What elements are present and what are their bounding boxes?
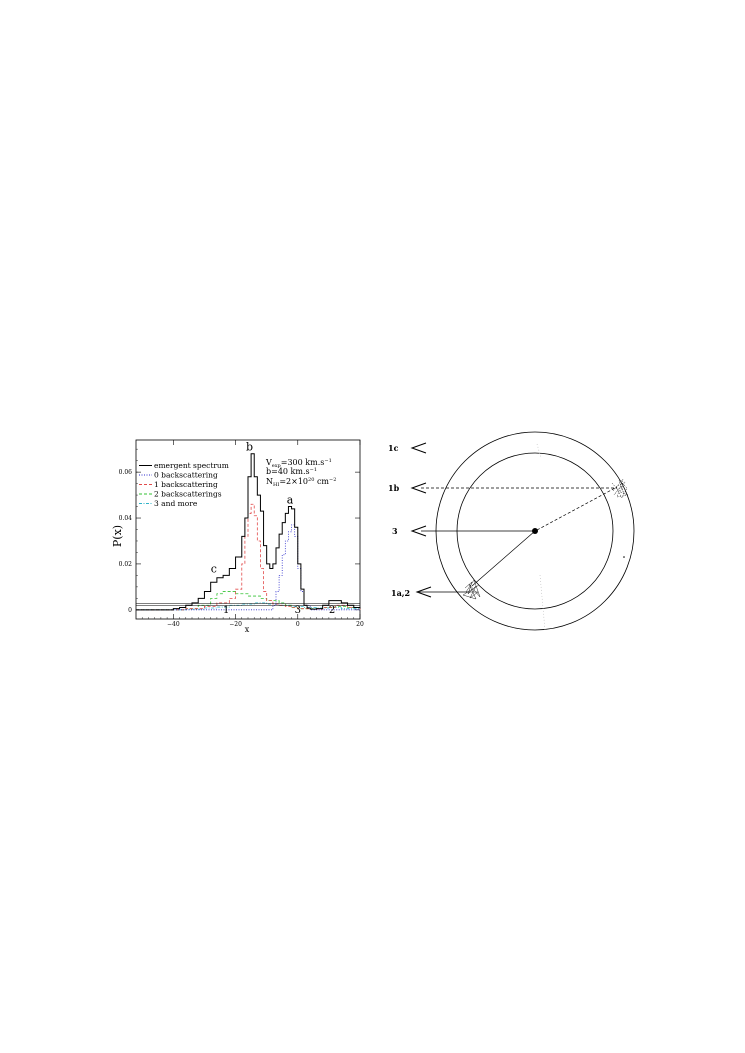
- series-line-emergent-spectrum: [136, 453, 361, 611]
- series-line-0-backscattering: [136, 524, 360, 611]
- region-label-2: 2: [329, 605, 335, 616]
- param-v-sub: exp: [272, 463, 281, 469]
- legend-label: emergent spectrum: [154, 461, 229, 470]
- param-v-exp: −1: [324, 458, 331, 464]
- shell-diagram: 1c 1b 3 1a,2: [388, 431, 635, 631]
- y-tick-label: 0.02: [119, 561, 133, 568]
- svg-text:NHI=2×1020 cm−2: NHI=2×1020 cm−2: [266, 477, 336, 488]
- svg-text:Vexp=300 km.s−1: Vexp=300 km.s−1: [265, 458, 332, 469]
- region-labels: 1 3 2: [223, 605, 335, 616]
- x-tick-label: −20: [229, 621, 242, 628]
- param-b: b=40 km.s: [266, 467, 310, 476]
- svg-text:b=40 km.s−1: b=40 km.s−1: [266, 467, 317, 476]
- legend-label: 3 and more: [154, 499, 198, 508]
- x-tick-label: −40: [167, 621, 180, 628]
- parameter-text: Vexp=300 km.s−1 b=40 km.s−1 NHI=2×1020 c…: [265, 458, 336, 488]
- faint-trace: [536, 443, 542, 459]
- y-tick-label: 0: [128, 607, 132, 614]
- label-3: 3: [392, 526, 398, 536]
- legend-label: 1 backscattering: [154, 480, 218, 489]
- peak-label-c: c: [211, 562, 217, 575]
- xlabel: x: [245, 625, 250, 634]
- arrow-1a2: [415, 586, 432, 598]
- faint-trace: [539, 574, 546, 631]
- arrow-1b: [410, 482, 427, 494]
- peak-label-a: a: [287, 493, 294, 506]
- small-dot: [623, 556, 625, 558]
- y-tick-label: 0.04: [119, 515, 133, 522]
- param-n-sub: HI: [273, 482, 279, 488]
- label-1a2: 1a,2: [391, 588, 410, 598]
- y-tick-label: 0.06: [119, 469, 133, 476]
- param-v: V: [265, 458, 272, 467]
- label-1b: 1b: [388, 483, 400, 493]
- peak-label-b: b: [246, 441, 253, 454]
- param-n-unit-exp: −2: [329, 477, 336, 483]
- axis-ticks: −40 −20 0 20 0 0.02 0.04 0.06: [119, 440, 364, 628]
- arrow-1c: [410, 442, 427, 454]
- param-b-exp: −1: [310, 467, 317, 473]
- peak-labels: a b c: [211, 441, 294, 576]
- param-n-exp: 20: [308, 477, 314, 483]
- path-to-1b: [536, 486, 618, 531]
- legend-label: 0 backscattering: [154, 471, 218, 480]
- label-1c: 1c: [388, 443, 399, 453]
- series-line-3-and-more: [136, 602, 361, 611]
- legend-label: 2 backscatterings: [154, 490, 222, 499]
- series-line-2-backscatterings: [136, 591, 361, 611]
- param-n-value: =2×10: [279, 477, 308, 486]
- ylabel: P(x): [111, 525, 124, 547]
- arrow-3: [410, 525, 427, 537]
- scatter-cluster-left: [462, 579, 481, 600]
- path-to-1a: [471, 530, 536, 587]
- param-n: N: [266, 477, 273, 486]
- x-tick-label: 20: [356, 621, 364, 628]
- region-label-3: 3: [295, 605, 301, 616]
- x-tick-label: 0: [296, 621, 300, 628]
- scatter-cluster-right: [611, 478, 629, 499]
- param-v-value: =300 km.s: [281, 458, 325, 467]
- region-label-1: 1: [223, 605, 229, 616]
- param-n-unit: cm: [314, 477, 329, 486]
- series-layer: [136, 453, 361, 611]
- spectrum-plot: −40 −20 0 20 0 0.02 0.04 0.06 P(x) x emergent s…: [111, 439, 364, 634]
